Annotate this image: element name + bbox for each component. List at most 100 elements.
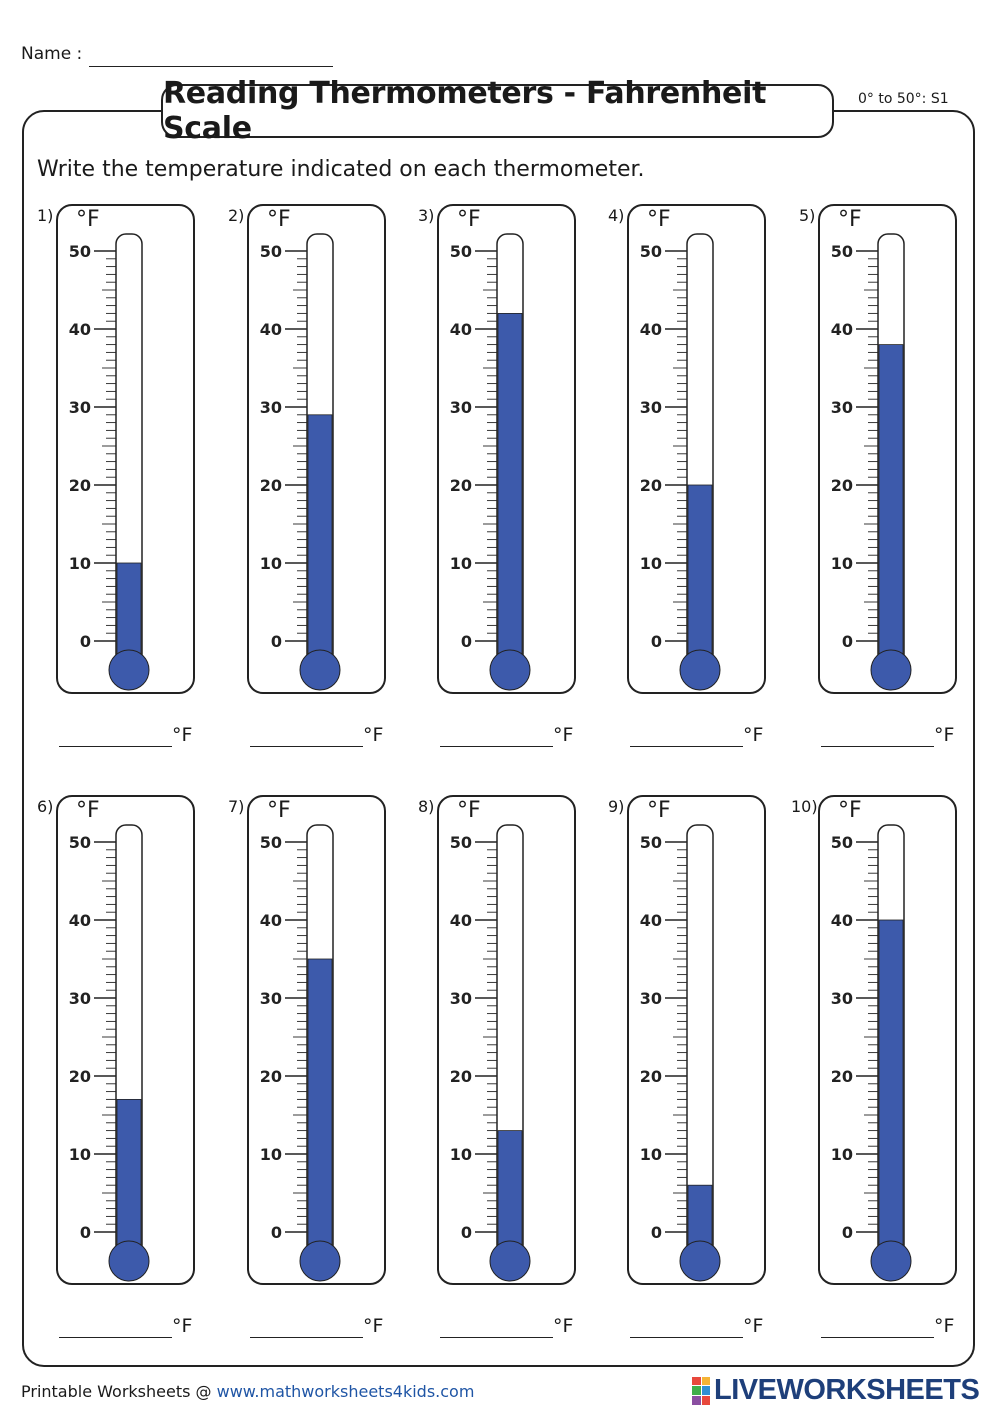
thermometer-number: 9) xyxy=(608,797,625,816)
scale-label: 20 xyxy=(260,1067,282,1086)
scale-label: 10 xyxy=(450,1145,472,1164)
scale-label: 40 xyxy=(831,911,853,930)
thermometer-unit-label: °F xyxy=(647,207,671,232)
answer-unit-label: °F xyxy=(934,1315,955,1337)
thermometer-bulb xyxy=(299,1240,341,1282)
answer-input-line[interactable] xyxy=(630,746,743,747)
thermometer-bulb xyxy=(108,649,150,691)
answer-input-line[interactable] xyxy=(821,1337,934,1338)
scale-label: 40 xyxy=(260,911,282,930)
scale-label: 30 xyxy=(640,398,662,417)
scale-label: 0 xyxy=(651,1223,662,1242)
scale-label: 0 xyxy=(461,632,472,651)
answer-input-line[interactable] xyxy=(440,746,553,747)
thermometer-number: 8) xyxy=(418,797,435,816)
answer-input-line[interactable] xyxy=(440,1337,553,1338)
answer-input-line[interactable] xyxy=(59,1337,172,1338)
footer-link[interactable]: www.mathworksheets4kids.com xyxy=(216,1382,475,1401)
scale-label: 50 xyxy=(450,833,472,852)
answer-unit-label: °F xyxy=(743,724,764,746)
scale-label: 20 xyxy=(69,476,91,495)
thermometer-number: 5) xyxy=(799,206,816,225)
scale-label: 10 xyxy=(69,1145,91,1164)
thermometer-unit-label: °F xyxy=(838,798,862,823)
thermometer-figure: 0 10 20 30 40 50 xyxy=(260,233,341,691)
scale-label: 0 xyxy=(842,1223,853,1242)
thermometer-unit-label: °F xyxy=(457,207,481,232)
scale-label: 30 xyxy=(450,989,472,1008)
thermometer-bulb xyxy=(679,1240,721,1282)
scale-label: 0 xyxy=(271,632,282,651)
scale-label: 10 xyxy=(260,554,282,573)
scale-label: 30 xyxy=(260,989,282,1008)
thermometer-bulb xyxy=(679,649,721,691)
answer-input-line[interactable] xyxy=(250,746,363,747)
scale-label: 10 xyxy=(831,554,853,573)
scale-label: 20 xyxy=(831,1067,853,1086)
answer-input-line[interactable] xyxy=(630,1337,743,1338)
scale-label: 40 xyxy=(69,911,91,930)
scale-label: 0 xyxy=(80,1223,91,1242)
scale-label: 20 xyxy=(831,476,853,495)
name-field-line[interactable] xyxy=(89,66,333,67)
thermometer-unit-label: °F xyxy=(76,207,100,232)
thermometer-figure: 0 10 20 30 40 50 xyxy=(640,824,721,1282)
thermometer-unit-label: °F xyxy=(267,798,291,823)
answer-unit-label: °F xyxy=(743,1315,764,1337)
scale-label: 40 xyxy=(260,320,282,339)
liveworksheets-brand[interactable]: LIVEWORKSHEETS xyxy=(692,1374,980,1407)
scale-label: 10 xyxy=(69,554,91,573)
answer-unit-label: °F xyxy=(934,724,955,746)
scale-label: 0 xyxy=(271,1223,282,1242)
scale-label: 10 xyxy=(640,554,662,573)
scale-label: 0 xyxy=(80,632,91,651)
scale-label: 20 xyxy=(260,476,282,495)
scale-label: 50 xyxy=(260,833,282,852)
name-label: Name : xyxy=(21,44,83,64)
footer-credit: Printable Worksheets @ www.mathworksheet… xyxy=(21,1382,474,1401)
answer-input-line[interactable] xyxy=(250,1337,363,1338)
scale-label: 50 xyxy=(450,242,472,261)
thermometer-figure: 0 10 20 30 40 50 xyxy=(450,233,531,691)
answer-unit-label: °F xyxy=(172,1315,193,1337)
answer-input-line[interactable] xyxy=(59,746,172,747)
scale-label: 20 xyxy=(69,1067,91,1086)
scale-label: 20 xyxy=(450,476,472,495)
scale-label: 50 xyxy=(640,833,662,852)
scale-label: 40 xyxy=(450,911,472,930)
mercury-column xyxy=(878,344,904,671)
scale-label: 30 xyxy=(640,989,662,1008)
instruction-text: Write the temperature indicated on each … xyxy=(37,157,645,182)
thermometer-figure: 0 10 20 30 40 50 xyxy=(640,233,721,691)
scale-label: 20 xyxy=(640,1067,662,1086)
scale-label: 40 xyxy=(831,320,853,339)
thermometer-number: 3) xyxy=(418,206,435,225)
scale-label: 20 xyxy=(450,1067,472,1086)
scale-label: 40 xyxy=(640,320,662,339)
scale-label: 30 xyxy=(69,398,91,417)
thermometer-number: 1) xyxy=(37,206,54,225)
answer-input-line[interactable] xyxy=(821,746,934,747)
page-title: Reading Thermometers - Fahrenheit Scale xyxy=(161,76,834,146)
mercury-column xyxy=(307,958,333,1262)
liveworksheets-brand-text: LIVEWORKSHEETS xyxy=(714,1374,980,1406)
scale-label: 50 xyxy=(260,242,282,261)
mercury-column xyxy=(497,313,523,671)
scale-label: 50 xyxy=(69,242,91,261)
answer-unit-label: °F xyxy=(172,724,193,746)
worksheet-code: 0° to 50°: S1 xyxy=(858,91,949,107)
thermometer-number: 2) xyxy=(228,206,245,225)
scale-label: 50 xyxy=(69,833,91,852)
thermometer-number: 6) xyxy=(37,797,54,816)
thermometer-number: 7) xyxy=(228,797,245,816)
thermometer-number: 10) xyxy=(791,797,818,816)
thermometer-unit-label: °F xyxy=(838,207,862,232)
thermometer-unit-label: °F xyxy=(267,207,291,232)
thermometer-bulb xyxy=(870,1240,912,1282)
thermometer-figure: 0 10 20 30 40 50 xyxy=(831,233,912,691)
footer-prefix: Printable Worksheets @ xyxy=(21,1382,217,1401)
scale-label: 50 xyxy=(831,242,853,261)
answer-unit-label: °F xyxy=(553,1315,574,1337)
scale-label: 30 xyxy=(69,989,91,1008)
thermometer-bulb xyxy=(489,649,531,691)
